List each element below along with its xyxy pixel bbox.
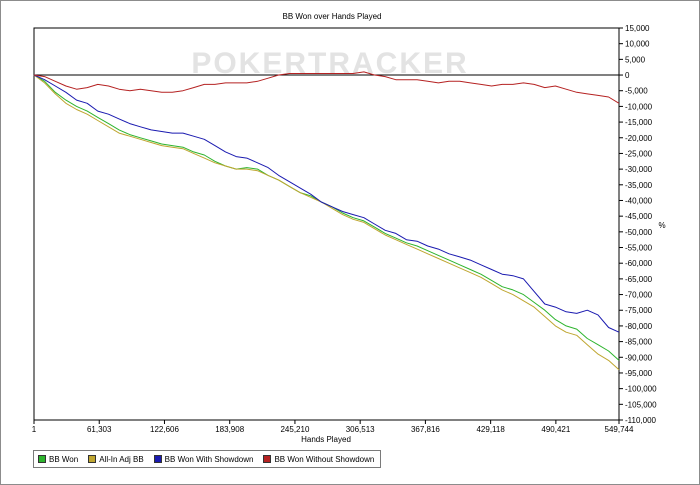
legend-label: All-In Adj BB — [99, 454, 144, 464]
legend-item-3: BB Won With Showdown — [153, 454, 254, 464]
legend-item-2: All-In Adj BB — [88, 454, 144, 464]
y-tick-label: -80,000 — [625, 322, 653, 331]
series-line-3 — [33, 74, 620, 333]
x-tick-label: 306,513 — [346, 425, 375, 434]
x-axis-label: Hands Played — [301, 435, 351, 444]
y-tick-label: 15,000 — [625, 24, 650, 33]
watermark: POKERTRACKER — [191, 47, 468, 80]
legend-swatch — [88, 455, 97, 463]
y-tick-label: -55,000 — [625, 244, 653, 253]
y-tick-label: -35,000 — [625, 181, 653, 190]
x-tick-label: 429,118 — [476, 425, 505, 434]
series-line-4 — [33, 71, 620, 104]
y-tick-label: -5,000 — [625, 87, 648, 96]
x-tick-label: 490,421 — [541, 425, 570, 434]
legend-label: BB Won Without Showdown — [274, 454, 375, 464]
y-tick-label: 0 — [625, 71, 630, 80]
x-tick-label: 122,606 — [150, 425, 179, 434]
x-tick-label: 367,816 — [411, 425, 440, 434]
x-tick-label: 245,210 — [280, 425, 309, 434]
x-tick-label: 61,303 — [87, 425, 112, 434]
series-line-1 — [33, 74, 620, 361]
y-tick-label: -50,000 — [625, 228, 653, 237]
series-line-2 — [33, 74, 620, 371]
legend-item-4: BB Won Without Showdown — [263, 455, 374, 464]
y-tick-label: 5,000 — [625, 55, 646, 64]
y-tick-label: -75,000 — [625, 306, 653, 315]
legend-swatch — [263, 455, 272, 463]
y-tick-label: -105,000 — [625, 400, 657, 409]
legend-item-1: BB Won — [38, 455, 78, 464]
legend-label: BB Won With Showdown — [164, 454, 254, 464]
legend-swatch — [38, 455, 46, 463]
y-tick-label: -40,000 — [625, 196, 653, 205]
x-tick-label: 549,744 — [605, 425, 634, 434]
chart-title: BB Won over Hands Played — [282, 12, 381, 21]
plot-area — [33, 27, 620, 421]
y-tick-label: -65,000 — [625, 275, 653, 284]
y-tick-label: -70,000 — [625, 291, 653, 300]
y-tick-label: -90,000 — [625, 353, 653, 362]
y-tick-label: -110,000 — [625, 416, 657, 425]
y-tick-label: -85,000 — [625, 338, 653, 347]
y-tick-label: -45,000 — [625, 212, 653, 221]
legend-label: BB Won — [49, 454, 79, 464]
y-tick-label: -10,000 — [625, 102, 653, 111]
y-tick-label: -15,000 — [625, 118, 653, 127]
legend-swatch — [153, 455, 162, 463]
y-tick-label: -20,000 — [625, 134, 653, 143]
legend: BB Won All-In Adj BB BB Won With Showdown B… — [33, 450, 382, 468]
x-tick-label: 183,908 — [215, 425, 244, 434]
y-axis-unit-label: % — [658, 221, 665, 230]
x-tick-label: 1 — [32, 425, 37, 434]
y-tick-label: -95,000 — [625, 369, 653, 378]
y-tick-label: -25,000 — [625, 149, 653, 158]
y-tick-label: -60,000 — [625, 259, 653, 268]
y-tick-label: -30,000 — [625, 165, 653, 174]
y-tick-label: -100,000 — [625, 385, 657, 394]
y-tick-label: 10,000 — [625, 40, 650, 49]
